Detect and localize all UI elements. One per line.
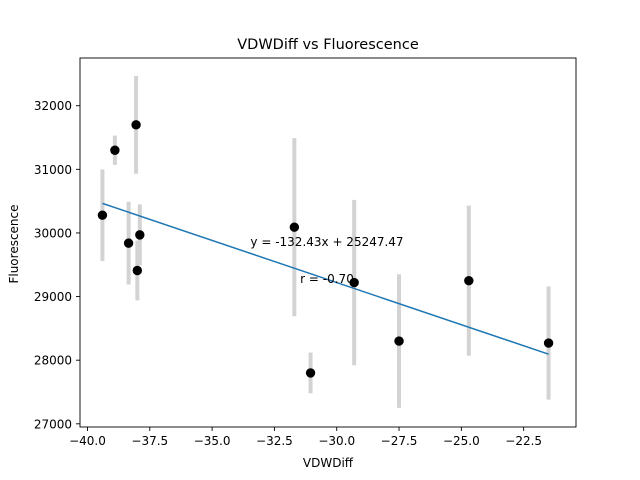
x-tick-label: −40.0: [69, 434, 106, 448]
axes-layer: −40.0 −37.5 −35.0 −32.5 −30.0 −27.5 −25.0 −22.5…: [34, 57, 577, 448]
correlation-label: r = -0.70: [300, 272, 354, 286]
data-point: [131, 120, 141, 130]
data-point: [123, 238, 134, 248]
x-tick-label: −25.0: [443, 434, 480, 448]
data-point: [305, 368, 316, 378]
y-tick-label: 28000: [34, 354, 72, 368]
data-point: [289, 222, 300, 232]
y-tick-label: 32000: [34, 99, 72, 113]
fit-line: [102, 202, 549, 355]
data-point: [110, 145, 120, 155]
y-tick-label: 30000: [34, 226, 72, 240]
data-point: [135, 230, 145, 240]
x-tick-label: −37.5: [131, 434, 168, 448]
axes-frame: [79, 57, 577, 428]
y-tick-label: 29000: [34, 290, 72, 304]
y-axis-label: Fluorescence: [7, 204, 21, 283]
x-tick-label: −32.5: [256, 434, 293, 448]
x-tick-label: −35.0: [194, 434, 231, 448]
data-point: [464, 275, 474, 286]
plot-layer: [97, 75, 554, 408]
x-tick-label: −22.5: [505, 434, 542, 448]
x-tick-label: −30.0: [318, 434, 355, 448]
data-point: [132, 265, 143, 276]
data-point: [394, 336, 404, 346]
chart-title: VDWDiff vs Fluorescence: [237, 37, 419, 53]
data-point: [349, 277, 359, 288]
fit-equation-label: y = -132.43x + 25247.47: [250, 235, 403, 249]
data-point: [97, 210, 108, 220]
data-point: [543, 338, 554, 348]
x-tick-label: −27.5: [381, 434, 418, 448]
y-tick-label: 27000: [34, 417, 72, 431]
x-axis-label: VDWDiff: [303, 456, 354, 470]
y-tick-label: 31000: [34, 163, 72, 177]
